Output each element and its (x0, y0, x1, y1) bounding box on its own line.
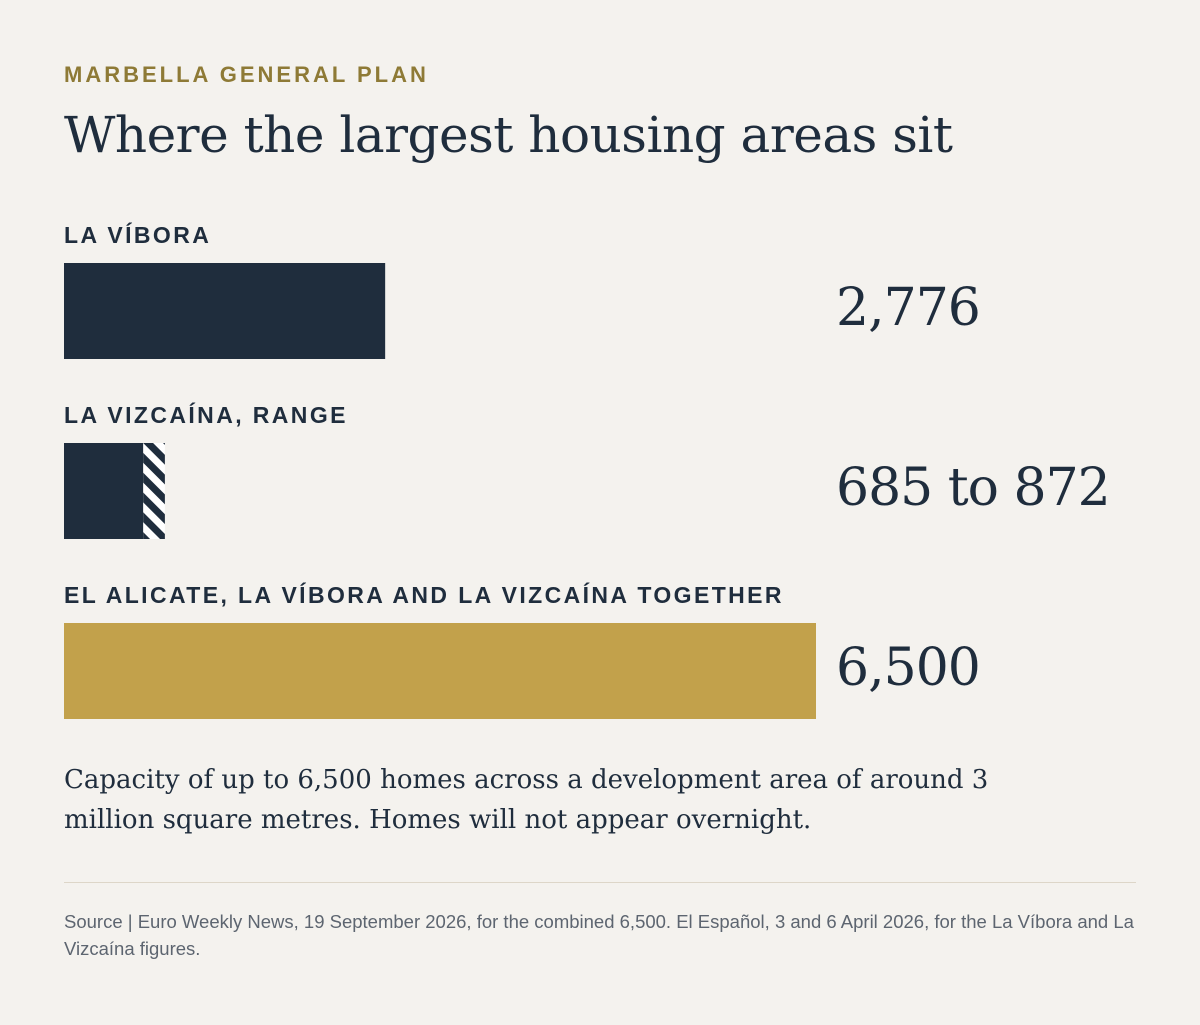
source-text: Source | Euro Weekly News, 19 September … (64, 911, 1134, 959)
row-label-la-vizcaina: LA VIZCAÍNA, RANGE (64, 402, 348, 428)
note-text: Capacity of up to 6,500 homes across a d… (64, 765, 989, 835)
bar-combined-svg (64, 623, 816, 719)
row-label-la-vibora: LA VÍBORA (64, 222, 212, 248)
value-label-combined: 6,500 (836, 638, 981, 698)
bar-la-vibora (64, 263, 386, 359)
kicker: MARBELLA GENERAL PLAN (64, 62, 429, 87)
bar-la-vizcaina-svg (64, 443, 165, 539)
bar-la-vizcaina-range (143, 443, 165, 539)
bar-combined (64, 623, 816, 719)
value-label-la-vizcaina: 685 to 872 (836, 458, 1111, 518)
row-label-combined: EL ALICATE, LA VÍBORA AND LA VIZCAÍNA TO… (64, 582, 784, 608)
bar-la-vizcaina-min (64, 443, 144, 539)
value-label-la-vibora: 2,776 (836, 278, 981, 338)
chart-page: MARBELLA GENERAL PLAN Where the largest … (64, 0, 1136, 1025)
divider (64, 882, 1136, 883)
chart-title: Where the largest housing areas sit (64, 106, 953, 164)
bar-la-vibora-svg (64, 263, 386, 359)
